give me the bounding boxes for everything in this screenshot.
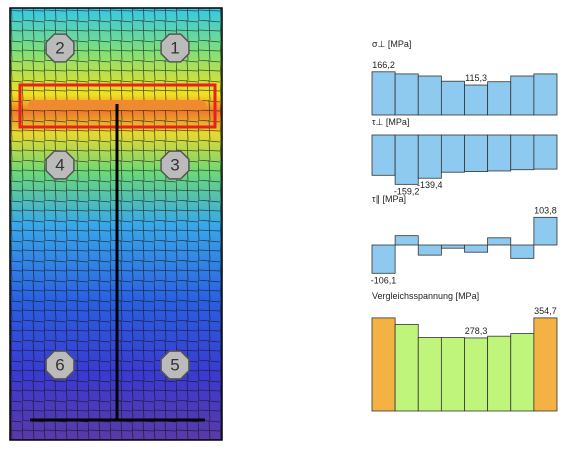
bar [487,237,512,246]
bar [487,134,512,172]
node: 5 [160,350,190,380]
bar [394,323,419,412]
data-label: 166,2 [372,60,395,70]
node-label: 5 [170,355,179,374]
bar [487,335,512,412]
bar [464,337,489,412]
node: 1 [160,33,190,63]
bar [510,75,535,116]
node-label: 6 [55,355,64,374]
data-label: -159,2 [394,186,420,196]
bar [487,81,512,116]
bar [417,134,442,179]
node: 3 [160,150,190,180]
node-label: 1 [170,38,179,57]
node-marker [45,33,75,63]
bar [533,73,558,116]
bar [394,235,419,246]
node-marker [160,150,190,180]
bar [417,244,442,256]
bar [417,75,442,116]
bar [440,134,465,173]
node-label: 3 [170,155,179,174]
bar [371,244,396,274]
bar [464,244,489,253]
bar [533,134,558,170]
bar [464,84,489,116]
bar [371,134,396,176]
bar [371,317,396,412]
data-label: 278,3 [465,326,488,336]
bar [440,244,465,249]
bar [394,73,419,116]
fem-view [9,7,223,441]
bar [417,337,442,412]
bar [510,333,535,412]
data-label: 354,7 [534,306,557,316]
node: 6 [45,350,75,380]
data-label: -139,4 [417,180,443,190]
data-label: -106,1 [371,275,397,285]
bar [394,134,419,185]
node-label: 2 [55,38,64,57]
chart-title: τ∥ [MPa] [372,194,406,204]
bar [533,317,558,412]
bar [440,337,465,412]
bar [440,80,465,116]
node-marker [45,350,75,380]
node: 2 [45,33,75,63]
chart-title: τ⊥ [MPa] [372,117,409,127]
node-marker [160,33,190,63]
bar [510,244,535,259]
node-label: 4 [55,155,64,174]
bar [510,134,535,171]
chart-title: Vergleichsspannung [MPa] [372,291,479,301]
node-marker [160,350,190,380]
bar [464,134,489,172]
data-label: 103,8 [534,205,557,215]
chart-title: σ⊥ [MPa] [372,39,411,49]
data-label: 115,3 [465,73,487,83]
node: 4 [45,150,75,180]
node-marker [45,150,75,180]
bar [371,71,396,116]
bar [533,216,558,246]
